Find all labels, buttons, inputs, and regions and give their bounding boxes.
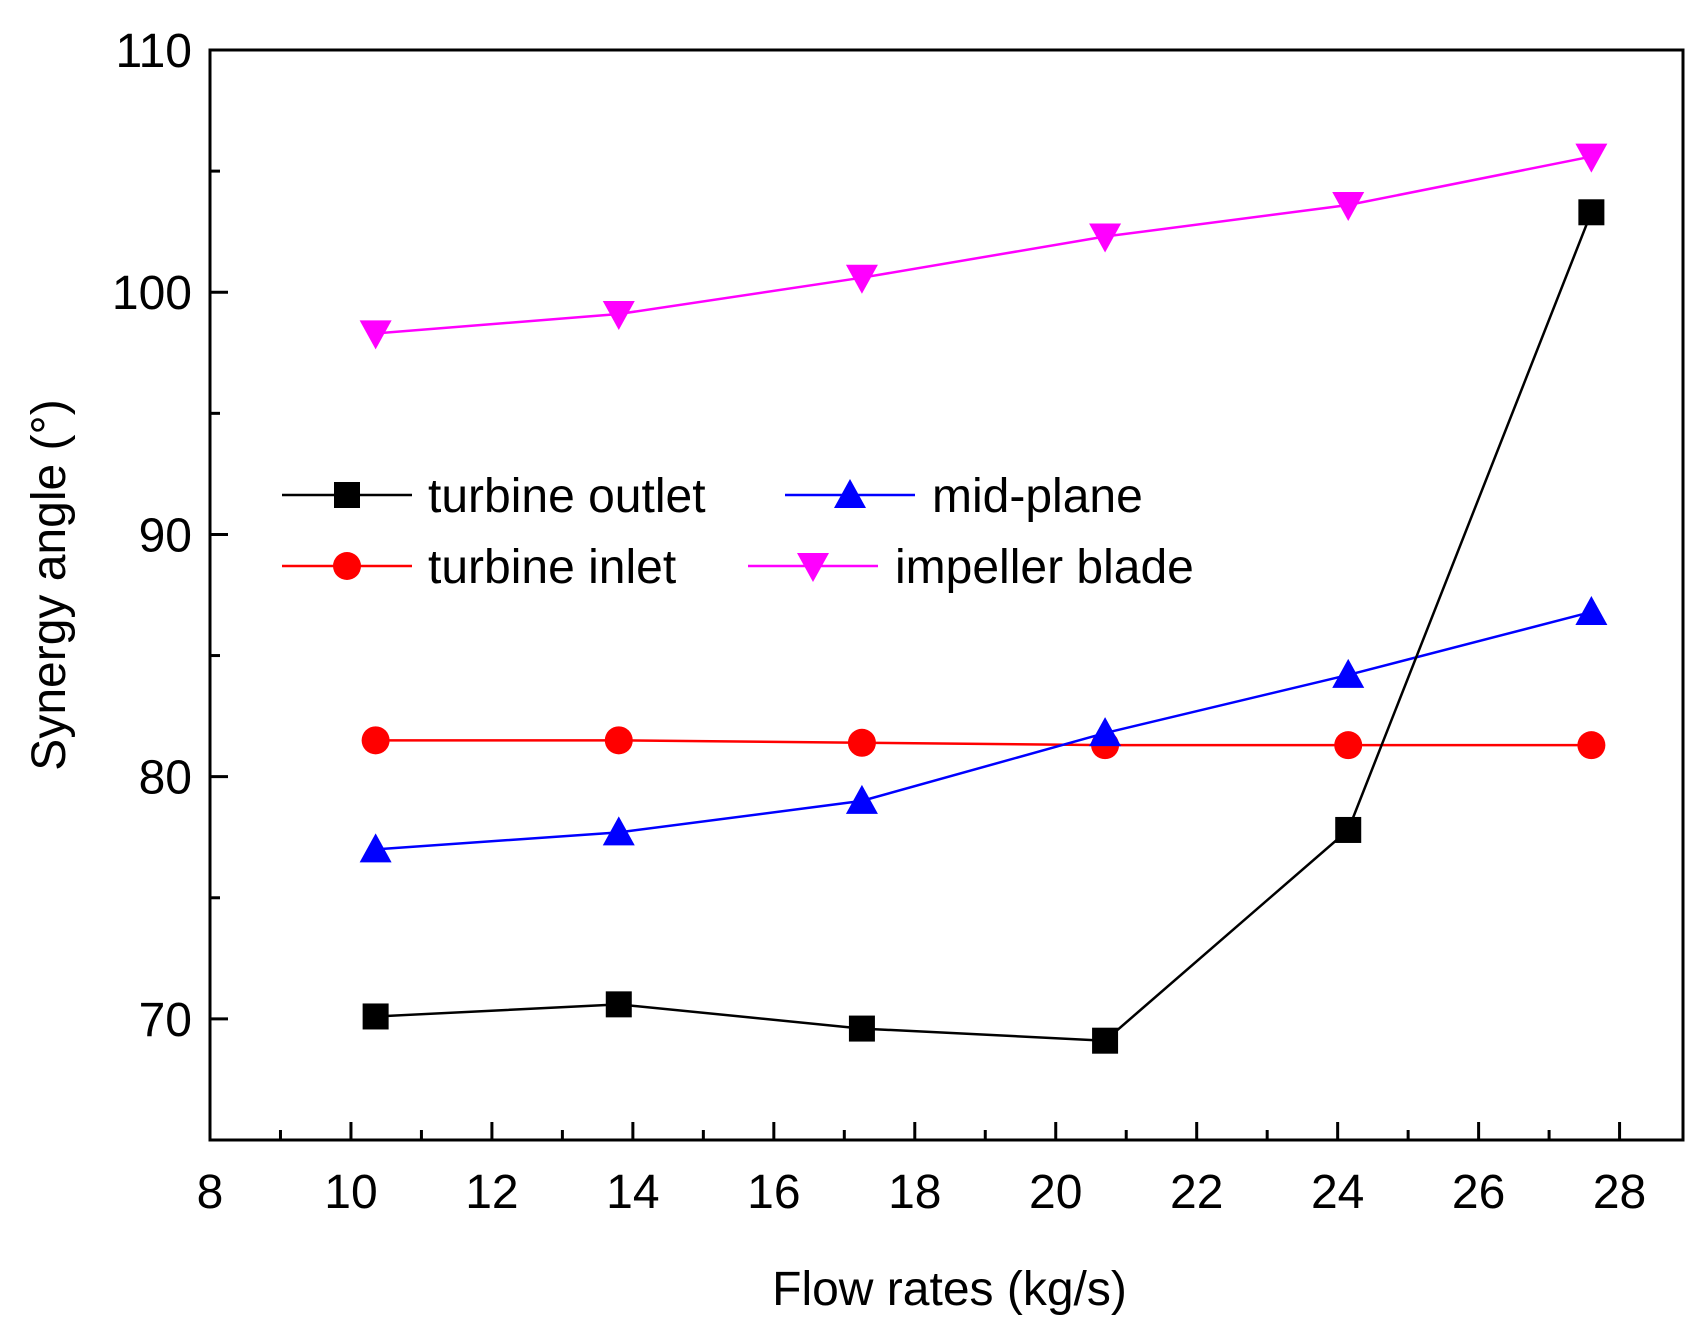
legend-item-turbine-inlet: turbine inlet (282, 541, 676, 594)
legend-label-mid-plane: mid-plane (932, 470, 1143, 523)
x-tick-label: 22 (1170, 1166, 1223, 1219)
x-axis-title: Flow rates (kg/s) (772, 1263, 1127, 1316)
legend-item-impeller-blade: impeller blade (748, 541, 1194, 594)
data-point-turbine-outlet (1092, 1027, 1119, 1054)
series-line-impeller-blade (375, 155, 1592, 335)
x-tick-label: 14 (606, 1166, 659, 1219)
ticks-layer: 8 10 12 14 16 18 20 22 24 26 28 70 80 90 100 110 (112, 25, 1646, 1219)
legend-marker-turbine-outlet (334, 482, 360, 508)
x-tick-label: 28 (1593, 1166, 1646, 1219)
series-line-turbine-outlet (375, 211, 1593, 1042)
data-point-impeller-blade (359, 320, 392, 350)
data-point-mid-plane (1332, 658, 1365, 688)
series-line-turbine-inlet (375, 739, 1592, 747)
x-tick-label: 20 (1029, 1166, 1082, 1219)
data-point-turbine-inlet (1334, 731, 1363, 760)
data-point-turbine-outlet (1335, 816, 1362, 843)
plot-frame (208, 48, 1685, 1142)
x-tick-label: 26 (1452, 1166, 1505, 1219)
legend-marker-impeller-blade (797, 553, 829, 582)
legend-item-turbine-outlet: turbine outlet (282, 470, 706, 523)
data-point-mid-plane (845, 784, 878, 814)
y-tick-label: 80 (139, 752, 192, 805)
data-point-turbine-inlet (604, 726, 633, 755)
legend-marker-mid-plane (834, 479, 866, 508)
data-point-impeller-blade (1575, 143, 1608, 173)
x-tick-label: 24 (1311, 1166, 1364, 1219)
y-tick-label: 110 (115, 25, 192, 78)
data-point-mid-plane (359, 833, 392, 863)
data-point-turbine-outlet (1578, 199, 1605, 226)
data-point-impeller-blade (1089, 223, 1122, 253)
x-tick-label: 18 (888, 1166, 941, 1219)
y-axis-title: Synergy angle (°) (23, 399, 76, 770)
data-point-impeller-blade (1332, 192, 1365, 222)
data-point-impeller-blade (602, 301, 635, 331)
data-point-turbine-outlet (605, 991, 632, 1018)
data-point-turbine-outlet (848, 1015, 875, 1042)
series-turbine-outlet (362, 199, 1605, 1054)
data-point-mid-plane (602, 816, 635, 846)
legend: turbine outlet mid-plane turbine inlet impe… (282, 470, 1194, 594)
x-tick-label: 10 (324, 1166, 377, 1219)
legend-label-impeller-blade: impeller blade (895, 541, 1194, 594)
series-mid-plane (359, 595, 1608, 863)
data-point-impeller-blade (845, 264, 878, 294)
y-tick-label: 70 (139, 994, 192, 1047)
x-tick-label: 8 (197, 1166, 224, 1219)
series-layer (359, 143, 1608, 1054)
series-impeller-blade (359, 143, 1608, 350)
y-tick-label: 90 (139, 509, 192, 562)
series-turbine-inlet (361, 726, 1606, 760)
y-tick-label: 100 (112, 267, 192, 320)
data-point-mid-plane (1089, 717, 1122, 747)
x-tick-label: 12 (465, 1166, 518, 1219)
series-line-mid-plane (375, 610, 1592, 851)
legend-marker-turbine-inlet (333, 552, 361, 580)
data-point-mid-plane (1575, 595, 1608, 625)
data-point-turbine-inlet (1577, 731, 1606, 760)
data-point-turbine-outlet (362, 1003, 389, 1030)
data-point-turbine-inlet (847, 728, 876, 757)
data-point-turbine-inlet (361, 726, 390, 755)
legend-label-turbine-outlet: turbine outlet (428, 470, 706, 523)
legend-label-turbine-inlet: turbine inlet (428, 541, 676, 594)
x-tick-label: 16 (747, 1166, 800, 1219)
legend-item-mid-plane: mid-plane (785, 470, 1143, 523)
